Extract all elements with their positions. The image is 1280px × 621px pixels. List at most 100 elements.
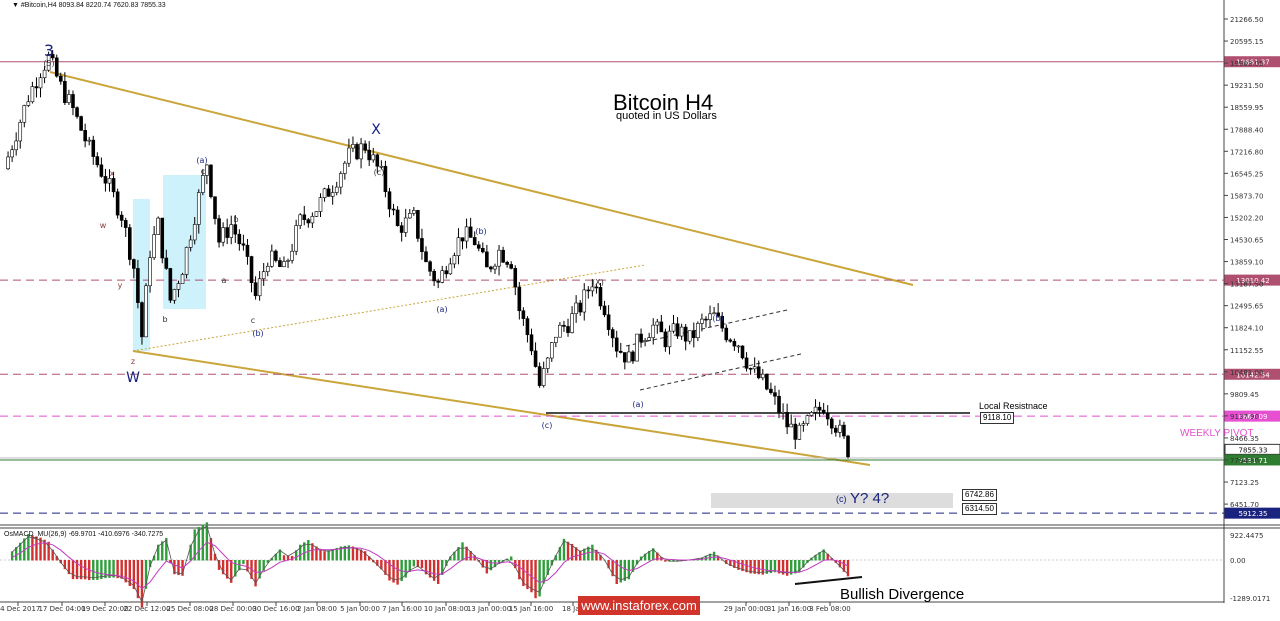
candle-body <box>205 164 209 176</box>
candle-body <box>95 156 100 166</box>
candle-body <box>537 366 542 386</box>
candle-body <box>663 331 668 348</box>
macd-bar <box>562 538 566 561</box>
candle-body <box>708 313 712 321</box>
macd-bar <box>116 560 119 579</box>
x-tick-label: 3 Feb 08:00 <box>809 605 850 613</box>
macd-bar <box>769 560 773 574</box>
macd-bar <box>741 560 744 572</box>
candle-body <box>460 237 465 242</box>
candle-body <box>773 392 777 397</box>
candle-body <box>582 289 587 313</box>
macd-bar <box>311 543 314 561</box>
candle-body <box>144 285 148 338</box>
candle-body <box>667 330 672 348</box>
macd-bar <box>647 550 651 561</box>
macd-bar <box>282 555 286 561</box>
macd-bar <box>331 549 334 561</box>
candle-body <box>805 415 810 424</box>
macd-bar <box>550 560 553 566</box>
candle-body <box>87 139 92 142</box>
candle-body <box>769 388 773 393</box>
level-value: 10142.54 <box>1236 371 1270 379</box>
macd-bar <box>23 538 26 561</box>
candle-body <box>140 302 144 338</box>
macd-bar <box>412 560 416 567</box>
macd-bar <box>595 549 598 561</box>
macd-bar <box>392 560 395 583</box>
macd-bar <box>173 560 176 575</box>
macd-bar <box>242 560 245 565</box>
candle-body <box>326 188 331 197</box>
candle-body <box>164 257 169 269</box>
macd-bar <box>315 546 318 561</box>
candle-body <box>639 333 643 342</box>
candle-body <box>509 264 514 269</box>
macd-bar <box>108 560 111 578</box>
macd-bar <box>270 558 274 561</box>
candle-body <box>631 351 635 362</box>
candle-body <box>367 149 371 161</box>
candle-body <box>314 211 319 217</box>
macd-bar <box>587 546 590 561</box>
macd-bar <box>161 541 164 561</box>
macd-bar <box>611 560 614 577</box>
x-tick-label: 14 Dec 2017 <box>0 605 40 613</box>
macd-bar <box>518 560 521 580</box>
macd-bar <box>818 552 821 561</box>
candle-body <box>436 280 440 283</box>
candle-body <box>777 395 781 413</box>
x-tick-label: 13 Jan 00:00 <box>467 605 511 613</box>
candle-body <box>298 214 303 226</box>
level-value: 19661.37 <box>1236 59 1269 67</box>
macd-bar <box>79 560 83 580</box>
macd-bar <box>327 550 330 561</box>
candle-body <box>838 424 842 433</box>
macd-bar <box>234 560 237 577</box>
candle-body <box>821 409 826 414</box>
candle-body <box>160 217 165 259</box>
level-tag <box>1224 368 1280 380</box>
macd-bar <box>400 560 403 582</box>
macd-bar <box>481 560 485 568</box>
candle-body <box>489 266 493 270</box>
wave-label: (a) <box>196 156 207 165</box>
macd-bar <box>307 539 310 561</box>
wave-label: (b) <box>712 314 723 323</box>
macd-bar <box>526 560 529 590</box>
macd-bar <box>570 543 574 561</box>
candle-body <box>712 312 716 315</box>
candle-body <box>412 210 416 214</box>
candle-body <box>225 227 229 238</box>
chart-subtitle: quoted in US Dollars <box>616 110 717 122</box>
macd-bar <box>347 545 351 561</box>
candle-body <box>201 175 205 193</box>
candle-body <box>590 286 595 292</box>
candle-body <box>91 139 96 157</box>
candle-body <box>54 57 59 77</box>
macd-bar <box>729 560 732 566</box>
candle-body <box>809 412 814 416</box>
candle-body <box>428 261 432 272</box>
candle-body <box>379 165 384 168</box>
macd-bar <box>274 553 278 561</box>
channel-inner-dotted <box>132 264 646 352</box>
macd-bar <box>449 556 452 561</box>
y-tick-label: 21266.50 <box>1230 16 1263 24</box>
candle-body <box>347 147 351 164</box>
candle-body <box>274 250 278 261</box>
candle-body <box>842 424 846 437</box>
y-tick-label: 8466.35 <box>1230 435 1259 443</box>
level-tag <box>1224 56 1280 68</box>
candle-body <box>529 334 534 352</box>
macd-bar <box>120 560 123 579</box>
level-value: 7855.33 <box>1239 446 1268 454</box>
level-value: 7531.71 <box>1239 457 1268 465</box>
candle-body <box>744 357 749 369</box>
macd-bar <box>152 555 156 561</box>
macd-bar <box>319 548 322 561</box>
macd-bar <box>266 560 269 563</box>
macd-bar <box>802 560 805 568</box>
y-tick-label: 16545.25 <box>1230 170 1263 178</box>
wave-label: c <box>251 316 255 325</box>
